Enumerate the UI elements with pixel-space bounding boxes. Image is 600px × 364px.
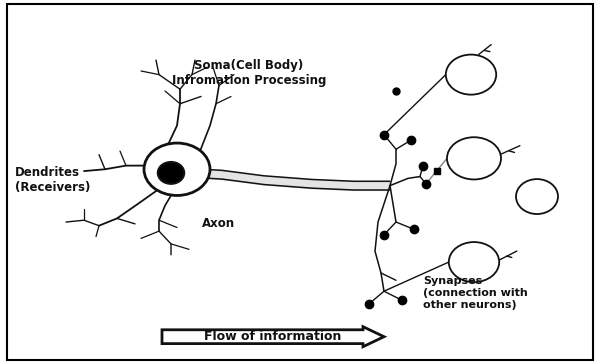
Ellipse shape (516, 179, 558, 214)
Text: Soma(Cell Body)
Infromation Processing: Soma(Cell Body) Infromation Processing (172, 59, 326, 87)
Ellipse shape (449, 242, 499, 282)
Text: Flow of information: Flow of information (205, 330, 341, 343)
Ellipse shape (447, 137, 501, 179)
Ellipse shape (446, 55, 496, 95)
Ellipse shape (144, 143, 210, 195)
Text: Axon: Axon (202, 217, 236, 230)
Ellipse shape (158, 162, 184, 184)
FancyArrow shape (162, 327, 384, 347)
Text: Dendrites
(Receivers): Dendrites (Receivers) (15, 166, 91, 194)
Text: Synapses
(connection with
other neurons): Synapses (connection with other neurons) (423, 276, 528, 310)
